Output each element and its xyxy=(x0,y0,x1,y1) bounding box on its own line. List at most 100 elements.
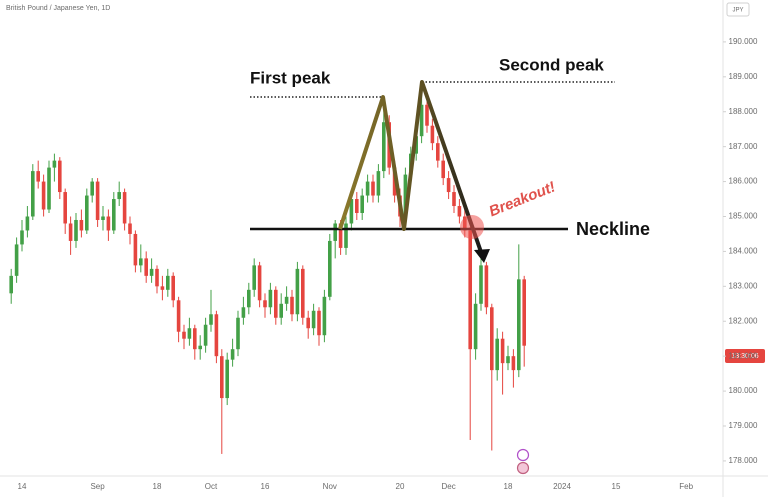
x-tick-label: Dec xyxy=(441,482,455,491)
candle-body xyxy=(171,275,175,301)
candle-body xyxy=(90,181,94,196)
y-tick-label: 182.000 xyxy=(729,316,758,325)
candle-body xyxy=(338,223,343,248)
candle-body xyxy=(193,328,197,350)
y-tick-label: 181.000 xyxy=(729,351,758,360)
candle-body xyxy=(257,265,262,301)
candle-body xyxy=(344,223,348,248)
candle-body xyxy=(473,303,478,350)
candle-body xyxy=(41,181,46,210)
candle-body xyxy=(495,338,499,371)
chart-title: British Pound / Japanese Yen, 1D xyxy=(6,5,110,12)
candle-body xyxy=(198,345,202,350)
candle-body xyxy=(128,223,132,234)
candle-body xyxy=(382,122,386,172)
candle-body xyxy=(322,296,327,336)
currency-label: JPY xyxy=(732,8,743,14)
candle-body xyxy=(349,199,354,224)
candle-body xyxy=(52,160,57,168)
candle-body xyxy=(333,223,337,241)
x-tick-label: Sep xyxy=(90,482,105,491)
candle-body xyxy=(209,314,213,325)
x-tick-label: 2024 xyxy=(553,482,571,491)
candle-body xyxy=(236,317,240,350)
candle-body xyxy=(47,167,51,210)
overlay: First peak Second peak Neckline Breakout… xyxy=(250,55,650,475)
candle-body xyxy=(522,279,526,346)
second-peak-label: Second peak xyxy=(499,55,604,74)
y-tick-label: 185.000 xyxy=(729,212,758,221)
candle-body xyxy=(301,268,305,318)
candle-body xyxy=(365,181,370,196)
candle-body xyxy=(139,258,143,266)
candle-body xyxy=(101,216,105,220)
candle-body xyxy=(20,230,24,245)
candle-body xyxy=(490,307,494,371)
breakout-point xyxy=(460,215,484,239)
candle-body xyxy=(68,223,73,241)
candle-body xyxy=(95,181,100,220)
candles xyxy=(9,90,526,454)
x-tick-label: Feb xyxy=(679,482,693,491)
candle-body xyxy=(112,199,116,231)
candle-body xyxy=(328,240,332,297)
countdown-label: 13:30:06 xyxy=(731,353,758,360)
y-tick-label: 187.000 xyxy=(729,142,758,151)
x-tick-label: 14 xyxy=(18,482,27,491)
y-tick-label: 190.000 xyxy=(729,37,758,46)
candle-body xyxy=(506,356,510,364)
candle-body xyxy=(214,314,219,357)
candle-body xyxy=(31,171,35,217)
candle-body xyxy=(74,219,78,241)
y-tick-label: 183.000 xyxy=(729,281,758,290)
candle-body xyxy=(446,178,451,193)
candle-body xyxy=(9,275,13,294)
candle-body xyxy=(149,268,154,276)
candle-body xyxy=(376,171,381,196)
candle-body xyxy=(144,258,148,276)
candle-body xyxy=(290,296,294,315)
candle-body xyxy=(241,307,246,318)
candle-body xyxy=(425,104,429,126)
y-tick-label: 186.000 xyxy=(729,177,758,186)
event-icon[interactable] xyxy=(516,461,530,475)
candle-body xyxy=(117,192,121,200)
candle-body xyxy=(311,310,316,329)
y-tick-label: 179.000 xyxy=(729,421,758,430)
double-top-path xyxy=(338,80,483,253)
candle-body xyxy=(155,268,159,287)
y-tick-label: 180.000 xyxy=(729,386,758,395)
candle-body xyxy=(317,310,321,336)
candle-body xyxy=(419,104,424,137)
neckline-label: Neckline xyxy=(576,219,650,239)
candle-body xyxy=(182,331,186,339)
candle-body xyxy=(468,230,472,350)
x-tick-label: 18 xyxy=(153,482,162,491)
candle-body xyxy=(457,206,462,217)
candle-body xyxy=(25,216,30,231)
currency-box[interactable] xyxy=(726,2,750,17)
candle-body xyxy=(166,275,170,290)
candle-body xyxy=(220,356,224,399)
candle-body xyxy=(14,244,19,276)
countdown-box xyxy=(725,349,765,363)
event-icon[interactable] xyxy=(516,448,530,462)
candle-body xyxy=(511,356,516,371)
x-tick-label: 20 xyxy=(396,482,405,491)
x-tick-label: 18 xyxy=(504,482,513,491)
candle-body xyxy=(500,338,505,364)
candle-body xyxy=(122,192,127,224)
candle-body xyxy=(187,328,192,339)
x-tick-label: Nov xyxy=(323,482,337,491)
candle-body xyxy=(355,199,359,214)
candle-body xyxy=(360,195,364,214)
candle-body xyxy=(479,265,483,304)
candle-body xyxy=(79,219,84,231)
candle-body xyxy=(36,171,40,182)
candle-body xyxy=(274,289,278,318)
candle-body xyxy=(452,192,456,207)
y-tick-label: 184.000 xyxy=(729,247,758,256)
y-tick-label: 178.000 xyxy=(729,456,758,465)
first-peak-label: First peak xyxy=(250,68,331,87)
